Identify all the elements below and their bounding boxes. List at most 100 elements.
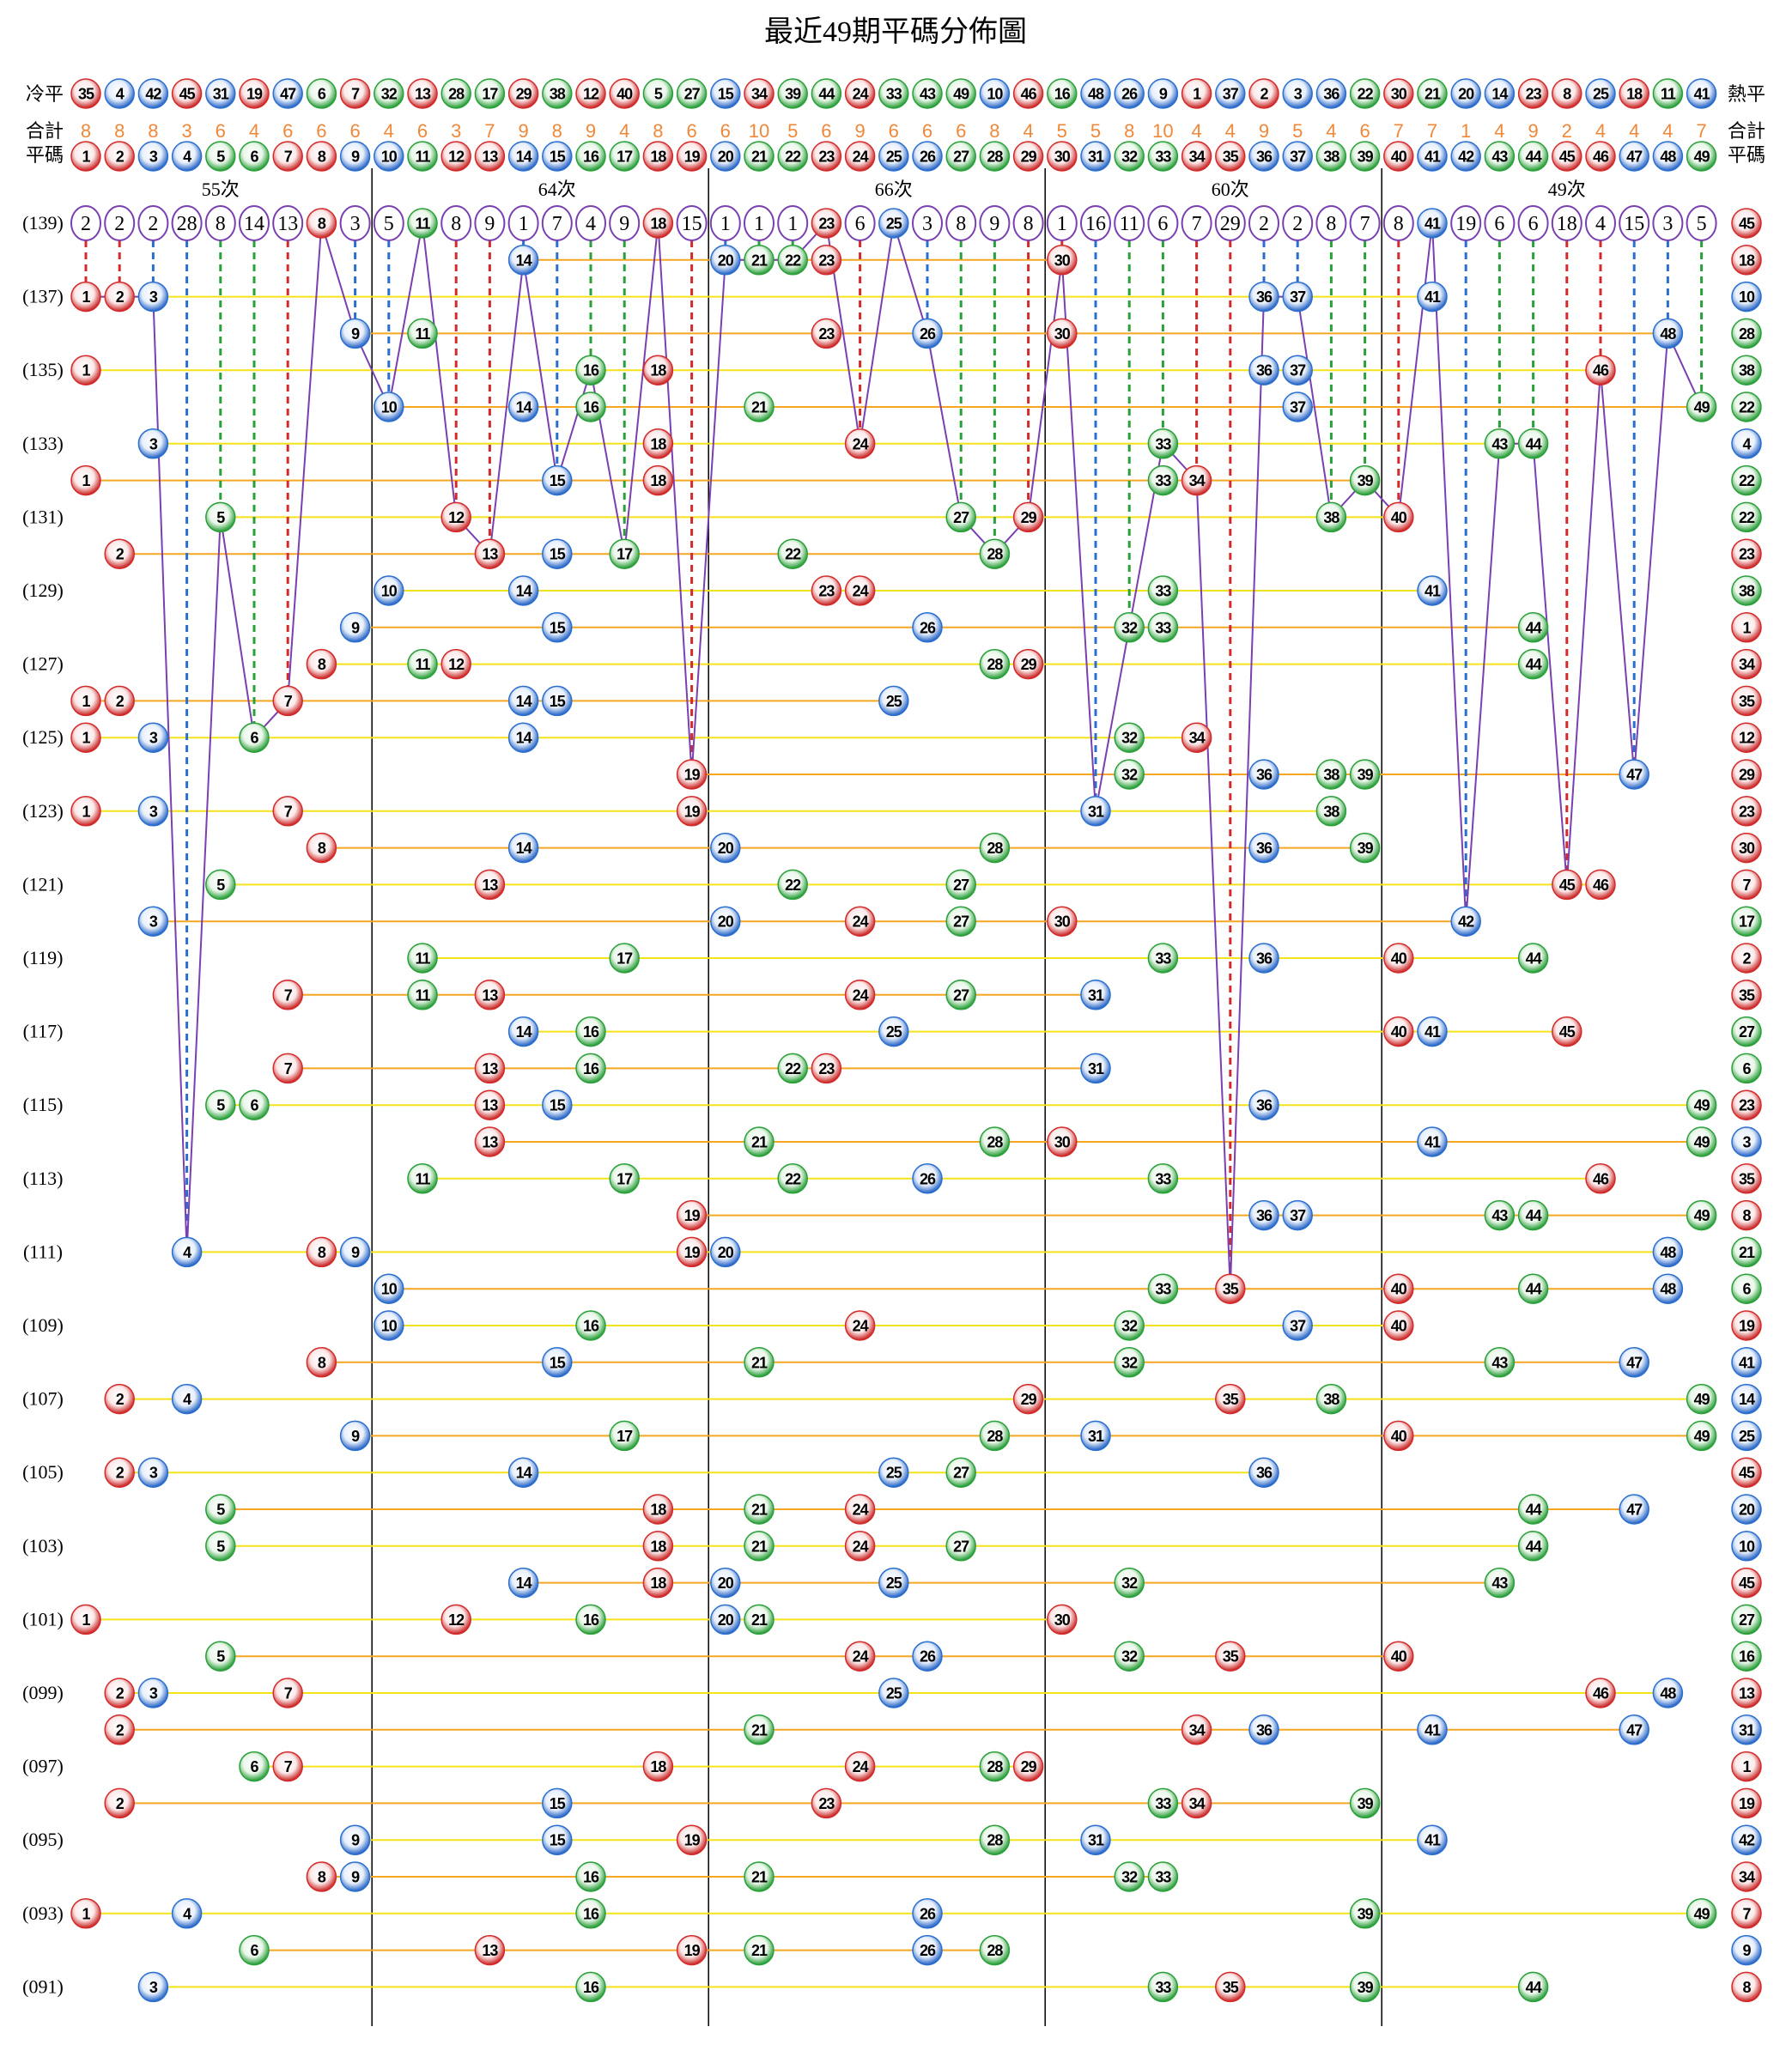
ball-number: 38 <box>550 86 566 103</box>
number-header-ball: 22 <box>777 141 808 172</box>
drawn-ball: 22 <box>777 1053 808 1084</box>
ball-red <box>306 208 337 239</box>
ball-number: 8 <box>318 1244 326 1261</box>
gap-value: 8 <box>1024 213 1034 235</box>
ball-green <box>1517 612 1549 643</box>
cold-hot-ball: 49 <box>945 78 976 109</box>
ball-green <box>239 1934 270 1966</box>
gap-circle <box>609 205 641 241</box>
special-ball: 8 <box>1731 1199 1762 1231</box>
ball-number: 19 <box>684 1207 701 1224</box>
total-count: 6 <box>316 120 326 142</box>
ball-number: 38 <box>1323 1391 1339 1408</box>
ball-red <box>104 538 135 569</box>
ball-red <box>272 796 303 827</box>
ball-blue <box>710 832 741 864</box>
ball-number: 33 <box>1155 950 1171 968</box>
cold-hot-ball: 13 <box>407 78 438 109</box>
drawn-ball: 34 <box>1181 1714 1212 1745</box>
drawn-ball: 35 <box>1215 1383 1246 1415</box>
ball-number: 7 <box>1742 1905 1751 1922</box>
ball-red <box>1731 980 1762 1010</box>
ball-blue <box>1652 1678 1684 1708</box>
ball-number: 44 <box>1526 1502 1542 1519</box>
ball-number: 31 <box>1088 149 1104 166</box>
drawn-ball: 37 <box>1282 1310 1313 1341</box>
drawn-ball: 41 <box>1417 1016 1448 1047</box>
drawn-ball: 22 <box>777 1163 808 1194</box>
drawn-ball: 31 <box>1080 980 1111 1010</box>
ball-green <box>1114 1641 1145 1672</box>
ball-red <box>474 1053 506 1084</box>
ball-blue <box>507 1567 539 1599</box>
ball-red <box>1731 1678 1762 1708</box>
ball-green <box>1315 141 1347 172</box>
ball-blue <box>339 141 371 172</box>
ball-number: 21 <box>751 1721 768 1739</box>
ball-number: 16 <box>583 1869 599 1886</box>
ball-red <box>1731 208 1762 239</box>
ball-number: 43 <box>1491 1575 1508 1592</box>
number-header-ball: 36 <box>1248 141 1279 172</box>
drawn-ball: 8 <box>306 832 337 864</box>
drawn-ball: 43 <box>1484 428 1516 459</box>
ball-number: 31 <box>1739 1721 1755 1739</box>
drawn-ball: 28 <box>979 832 1011 864</box>
gap-value: 16 <box>1085 213 1106 235</box>
ball-number: 11 <box>415 950 430 968</box>
ball-number: 45 <box>1559 149 1576 166</box>
ball-number: 17 <box>617 950 633 968</box>
drawn-ball: 6 <box>239 722 270 753</box>
gap-circle <box>440 205 472 241</box>
drawn-ball: 15 <box>542 1089 573 1120</box>
gap-value: 1 <box>720 213 731 235</box>
total-count: 4 <box>619 120 629 142</box>
ball-blue <box>542 1347 573 1378</box>
ball-green <box>1731 1604 1762 1635</box>
drawn-ball: 14 <box>507 685 539 717</box>
ball-green <box>306 78 337 109</box>
ball-number: 33 <box>1155 435 1171 452</box>
ball-number: 24 <box>853 913 869 931</box>
ball-number: 18 <box>650 435 666 452</box>
ball-red <box>844 906 876 937</box>
number-header-ball: 14 <box>507 141 539 172</box>
drawn-ball: 14 <box>507 391 539 422</box>
ball-number: 37 <box>1290 1207 1306 1224</box>
ball-green <box>1114 1310 1145 1341</box>
ball-number: 37 <box>1290 1318 1306 1335</box>
ball-red <box>70 355 101 385</box>
special-ball: 22 <box>1731 391 1762 422</box>
ball-number: 8 <box>318 149 326 166</box>
number-header-ball: 40 <box>1383 141 1414 172</box>
gap-circle <box>507 205 539 241</box>
ball-number: 29 <box>1739 767 1755 784</box>
ball-number: 8 <box>318 1869 326 1886</box>
gap-value: 4 <box>1595 213 1606 235</box>
drawn-ball: 1 <box>70 722 101 753</box>
cold-hot-ball: 25 <box>1585 78 1616 109</box>
gap-circle <box>1147 205 1179 241</box>
ball-number: 22 <box>1358 86 1374 103</box>
drawn-ball: 32 <box>1114 1310 1145 1341</box>
ball-number: 31 <box>213 86 229 103</box>
ball-red <box>676 141 708 172</box>
ball-number: 44 <box>1526 1207 1542 1224</box>
number-header-ball: 41 <box>1417 141 1448 172</box>
cold-hot-ball: 33 <box>878 78 909 109</box>
ball-number: 36 <box>1256 1097 1273 1114</box>
ball-number: 36 <box>1256 767 1273 784</box>
ball-green <box>374 78 404 109</box>
drawn-ball: 31 <box>1080 1420 1111 1452</box>
drawn-ball: 2 <box>104 1678 135 1708</box>
ball-blue <box>1619 759 1649 790</box>
ball-red <box>440 501 471 533</box>
gap-value: 8 <box>216 213 226 235</box>
ball-blue <box>507 391 539 422</box>
special-ball: 10 <box>1731 1531 1762 1562</box>
ball-number: 13 <box>1739 1685 1755 1702</box>
ball-number: 18 <box>650 149 666 166</box>
ball-green <box>1047 78 1078 109</box>
ball-number: 12 <box>448 509 465 526</box>
ball-number: 33 <box>1155 472 1171 489</box>
